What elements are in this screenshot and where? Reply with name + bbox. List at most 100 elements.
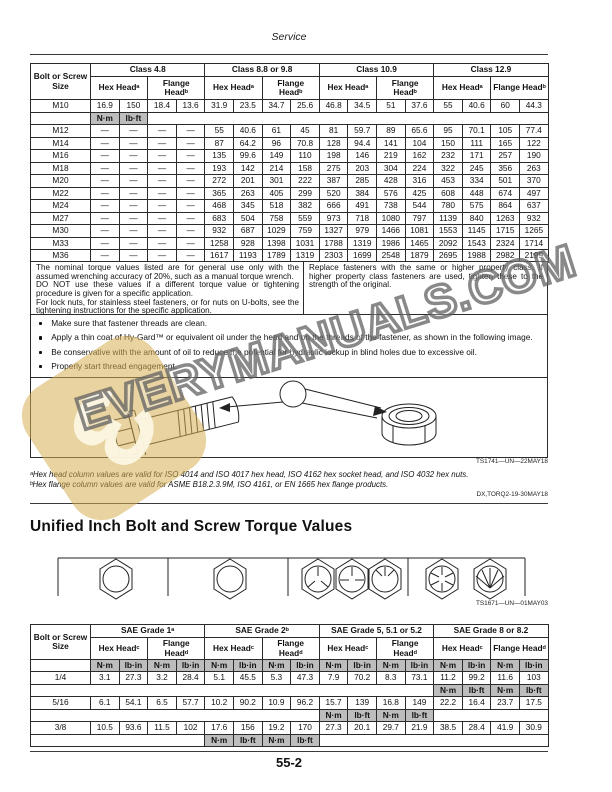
figure-caption: TS1671—UN—01MAY03 bbox=[476, 600, 548, 607]
value-cell: 683 bbox=[204, 211, 235, 225]
value-cell: 1258 bbox=[204, 236, 235, 250]
value-cell: 17.5 bbox=[519, 696, 549, 710]
unit-cell: lb·in bbox=[347, 659, 377, 672]
value-cell: 99.6 bbox=[233, 149, 263, 163]
value-cell: 193 bbox=[204, 161, 235, 175]
value-cell: 150 bbox=[118, 99, 149, 113]
value-cell: 141 bbox=[376, 136, 406, 150]
header-cell: Hex Headᵃ bbox=[204, 76, 263, 100]
unit-cell: N·m bbox=[375, 709, 406, 722]
header-cell: Flange Headᵇ bbox=[490, 76, 549, 100]
value-cell: — bbox=[90, 236, 120, 250]
header-cell: Hex Headᵃ bbox=[433, 76, 492, 100]
header-cell: Flange Headᵈ bbox=[375, 637, 435, 660]
value-cell: 40.6 bbox=[461, 99, 492, 113]
unit-cell: lb·in bbox=[175, 659, 206, 672]
value-cell: 37.6 bbox=[404, 99, 435, 113]
bolt-head-grades-figure bbox=[30, 550, 548, 609]
value-cell: 96 bbox=[261, 136, 292, 150]
value-cell: 162 bbox=[404, 149, 435, 163]
value-cell: 30.9 bbox=[519, 721, 549, 735]
value-cell: 111 bbox=[461, 136, 492, 150]
value-cell: 316 bbox=[404, 174, 435, 188]
value-cell: 738 bbox=[376, 199, 406, 213]
list-item: Make sure that fastener threads are clea… bbox=[39, 318, 541, 328]
value-cell: — bbox=[90, 124, 120, 138]
value-cell: 245 bbox=[461, 161, 492, 175]
value-cell: M16 bbox=[30, 149, 91, 163]
value-cell: 219 bbox=[376, 149, 406, 163]
value-cell: 1714 bbox=[519, 236, 549, 250]
unit-cell: N·m bbox=[433, 659, 463, 672]
header-rule bbox=[30, 54, 548, 55]
value-cell: 222 bbox=[290, 174, 320, 188]
value-cell: — bbox=[147, 149, 177, 163]
table-footnotes: ᵃHex head column values are valid for IS… bbox=[30, 470, 548, 489]
value-cell: M33 bbox=[30, 236, 91, 250]
page-header-title: Service bbox=[271, 31, 307, 43]
value-cell: 203 bbox=[347, 161, 378, 175]
value-cell: 520 bbox=[318, 186, 349, 200]
value-cell: 1139 bbox=[433, 211, 463, 225]
unit-cell: lb·in bbox=[290, 659, 320, 672]
value-cell: — bbox=[118, 136, 149, 150]
bolt-oiling-figure bbox=[30, 377, 548, 459]
value-cell: 6.5 bbox=[147, 696, 177, 710]
value-cell: 299 bbox=[290, 186, 320, 200]
list-item: Apply a thin coat of Hy-Gard™ or equival… bbox=[39, 333, 541, 342]
value-cell: 491 bbox=[347, 199, 378, 213]
value-cell: 674 bbox=[490, 186, 521, 200]
value-cell: M22 bbox=[30, 186, 91, 200]
value-cell bbox=[29, 734, 206, 747]
bullet-icon bbox=[39, 350, 43, 354]
value-cell: 110 bbox=[290, 149, 320, 163]
value-cell: M27 bbox=[30, 211, 91, 225]
value-cell: 21.9 bbox=[404, 721, 435, 735]
footnote-a: ᵃHex head column values are valid for IS… bbox=[30, 470, 469, 479]
bullet-text: Properly start thread engagement. bbox=[51, 360, 178, 371]
value-cell: 29.7 bbox=[375, 721, 406, 735]
value-cell: 55 bbox=[433, 99, 463, 113]
unit-cell: N·m bbox=[90, 659, 120, 672]
value-cell: — bbox=[175, 211, 206, 225]
value-cell: 201 bbox=[233, 174, 263, 188]
list-item: Properly start thread engagement. bbox=[39, 360, 541, 371]
unit-cell: lb·ft bbox=[233, 734, 263, 747]
value-cell: 13.6 bbox=[175, 99, 206, 113]
value-cell: 70.8 bbox=[290, 136, 320, 150]
value-cell: 576 bbox=[376, 186, 406, 200]
value-cell bbox=[433, 709, 549, 722]
value-cell: 70.2 bbox=[347, 671, 377, 685]
unit-cell: N·m bbox=[90, 112, 120, 125]
unit-cell: lb·ft bbox=[404, 709, 435, 722]
unit-cell: N·m bbox=[204, 659, 234, 672]
value-cell: 1788 bbox=[318, 236, 349, 250]
value-cell: 322 bbox=[433, 161, 463, 175]
value-cell bbox=[30, 659, 91, 672]
header-cell: Flange Headᵈ bbox=[261, 637, 320, 660]
value-cell: 15.7 bbox=[318, 696, 349, 710]
value-cell: 51 bbox=[376, 99, 406, 113]
value-cell: 425 bbox=[404, 186, 435, 200]
value-cell: 40.6 bbox=[233, 124, 263, 138]
value-cell: 356 bbox=[490, 161, 521, 175]
value-cell: 504 bbox=[233, 211, 263, 225]
unit-cell: N·m bbox=[490, 684, 520, 697]
value-cell: — bbox=[90, 199, 120, 213]
value-cell: 928 bbox=[233, 236, 263, 250]
value-cell: 575 bbox=[461, 199, 492, 213]
value-cell: 28.4 bbox=[461, 721, 492, 735]
notes-right-cell: Replace fasteners with the same or highe… bbox=[309, 263, 543, 290]
value-cell: — bbox=[90, 149, 120, 163]
value-cell: 3.2 bbox=[147, 671, 177, 685]
header-cell: Class 12.9 bbox=[433, 63, 549, 77]
value-cell: — bbox=[175, 199, 206, 213]
value-cell: 5/16 bbox=[30, 696, 91, 710]
value-cell: — bbox=[175, 186, 206, 200]
header-cell: Flange Headᵇ bbox=[147, 76, 206, 100]
unit-cell: N·m bbox=[261, 659, 292, 672]
fastener-bullet-list: Make sure that fastener threads are clea… bbox=[30, 314, 548, 382]
metric-table-notes: The nominal torque values listed are for… bbox=[30, 261, 548, 315]
value-cell: 27.3 bbox=[318, 721, 349, 735]
unit-cell: lb·ft bbox=[118, 112, 149, 125]
